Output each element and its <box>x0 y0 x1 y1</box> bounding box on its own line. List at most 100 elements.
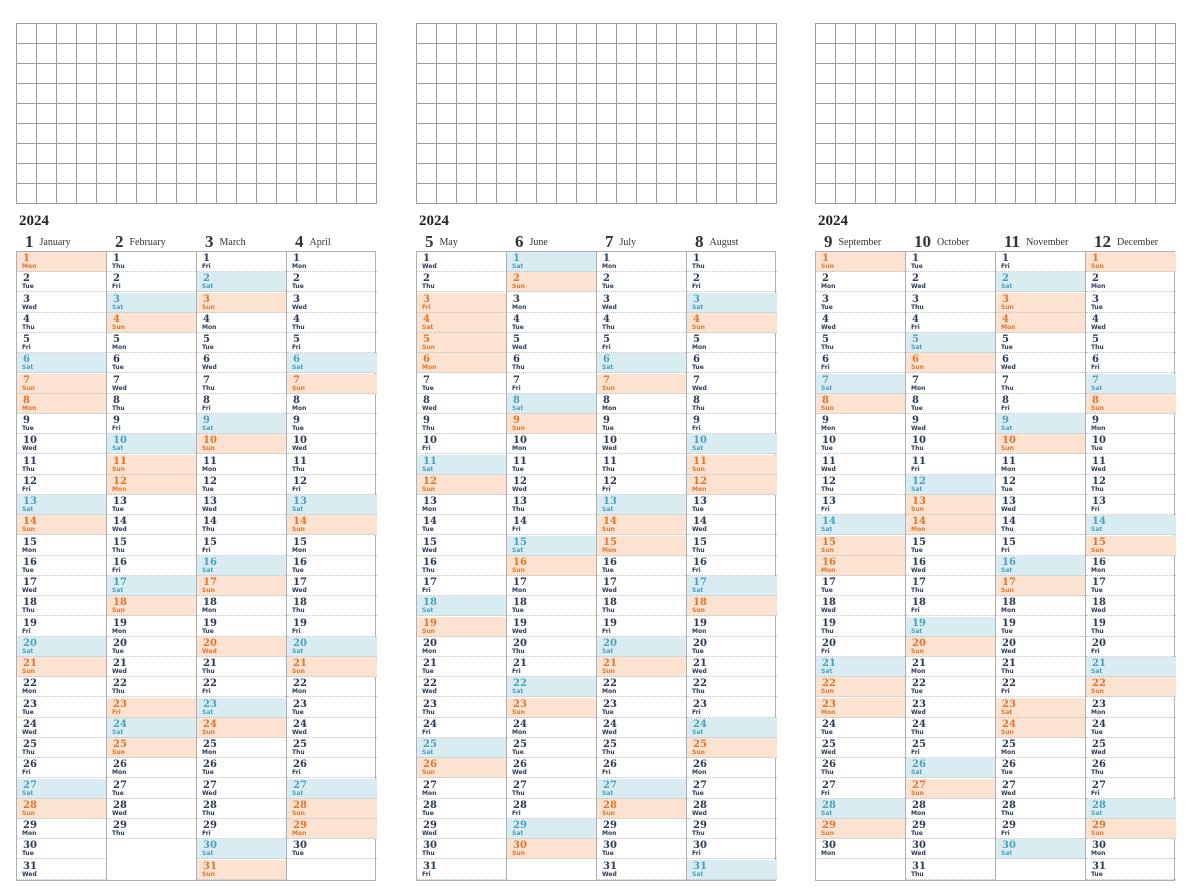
day-weekday: Mon <box>1091 425 1106 432</box>
day-weekday: Mon <box>512 587 527 594</box>
day-number: 24 <box>513 718 527 730</box>
day-weekday: Wed <box>22 728 37 736</box>
month-number: 9 <box>824 232 833 251</box>
day-cell: 21 Sat <box>816 657 905 677</box>
day-weekday: Fri <box>1091 506 1100 513</box>
day-cell: 16 Mon <box>816 555 905 576</box>
day-number: 9 <box>822 415 829 426</box>
day-number: 8 <box>423 394 430 406</box>
day-number: 17 <box>423 577 437 588</box>
day-weekday: Sat <box>512 404 524 412</box>
day-cell: 2 Mon <box>816 272 905 293</box>
day-weekday: Fri <box>1091 789 1100 797</box>
day-cell: 16 Tue <box>17 556 106 576</box>
day-weekday: Thu <box>422 566 435 574</box>
day-number: 4 <box>912 313 919 325</box>
day-cell: 8 Wed <box>417 394 506 414</box>
day-weekday: Sun <box>1091 546 1104 554</box>
day-number: 12 <box>203 475 217 487</box>
day-number: 5 <box>1092 334 1099 345</box>
day-number: 16 <box>293 556 307 568</box>
day-cell: 28 Wed <box>107 799 196 819</box>
day-cell: 29 Mon <box>17 819 106 839</box>
day-number: 29 <box>603 820 617 831</box>
day-number: 19 <box>822 617 836 629</box>
day-weekday: Sun <box>1091 263 1104 270</box>
day-number: 30 <box>912 840 926 852</box>
day-number: 10 <box>203 435 217 447</box>
day-weekday: Wed <box>821 465 836 473</box>
day-weekday: Sat <box>112 445 124 453</box>
day-number: 7 <box>822 374 829 386</box>
month-column: 1 Sat 2 Sun 3 Mon 4 Tue 5 Wed 6 Thu 7 Fri 8 Sat 9 Sun 10 Mo… <box>507 252 597 880</box>
day-number: 7 <box>693 374 700 386</box>
day-cell: 31 Fri <box>417 860 506 880</box>
day-weekday: Mon <box>422 364 437 372</box>
day-cell: 30 Mon <box>816 839 905 860</box>
month-header: 6 June <box>506 232 596 251</box>
day-number: 22 <box>293 678 307 690</box>
day-number: 12 <box>1092 475 1106 487</box>
day-cell: 25 Wed <box>816 738 905 758</box>
day-cell: 7 Thu <box>197 374 286 394</box>
day-cell: 21 Sun <box>597 657 686 677</box>
day-cell: 27 Mon <box>417 779 506 799</box>
day-number: 25 <box>603 739 617 750</box>
day-number: 23 <box>113 698 127 710</box>
day-weekday: Fri <box>1001 404 1010 412</box>
day-cell: 18 Thu <box>287 596 377 617</box>
day-weekday: Fri <box>821 789 830 797</box>
month-name: March <box>219 237 246 248</box>
day-cell: 12 Fri <box>287 475 377 495</box>
day-cell: 27 Tue <box>107 779 196 799</box>
day-weekday: Sun <box>821 688 834 696</box>
day-cell: 21 Sun <box>287 657 377 677</box>
day-number: 16 <box>423 556 437 568</box>
day-cell: 16 Fri <box>687 556 777 576</box>
day-weekday: Wed <box>911 566 926 574</box>
day-weekday: Sat <box>292 364 304 372</box>
day-cell: 17 Thu <box>906 576 995 596</box>
day-number: 6 <box>693 354 700 366</box>
day-cell: 17 Fri <box>417 576 506 596</box>
day-cell: 8 Tue <box>906 394 995 414</box>
day-cell: 27 Wed <box>197 779 286 799</box>
day-weekday: Thu <box>602 607 615 615</box>
day-cell: 27 Wed <box>996 779 1085 799</box>
day-cell: 16 Thu <box>417 556 506 576</box>
day-number: 6 <box>293 354 300 366</box>
day-number: 28 <box>423 799 437 811</box>
day-number: 4 <box>1092 313 1099 325</box>
day-number: 1 <box>603 253 610 264</box>
day-cell: 6 Wed <box>996 353 1085 374</box>
day-weekday: Fri <box>602 485 611 493</box>
day-cell: 18 Wed <box>816 596 905 617</box>
day-number: 9 <box>693 415 700 426</box>
day-cell: 23 Mon <box>1086 698 1176 718</box>
day-number: 6 <box>603 354 610 366</box>
day-number: 8 <box>1092 394 1099 406</box>
day-number: 1 <box>1092 253 1099 264</box>
day-weekday: Mon <box>1001 749 1016 756</box>
day-number: 6 <box>513 354 520 366</box>
day-cell: 20 Sat <box>597 636 686 657</box>
day-cell: 15 Mon <box>597 535 686 556</box>
day-number: 15 <box>513 536 527 548</box>
day-weekday: Wed <box>1091 465 1106 473</box>
day-cell: 30 Tue <box>597 839 686 860</box>
month-header: 7 July <box>596 232 686 251</box>
day-weekday: Mon <box>821 566 836 574</box>
day-number: 20 <box>113 637 127 649</box>
day-weekday: Sat <box>1091 668 1103 675</box>
day-cell: 3 Tue <box>816 293 905 313</box>
day-weekday: Mon <box>292 830 307 837</box>
day-number: 6 <box>423 354 430 366</box>
month-name: October <box>937 237 970 248</box>
day-cell: 1 Fri <box>996 252 1085 272</box>
memo-grid <box>416 23 777 204</box>
day-cell: 29 Sat <box>507 819 596 839</box>
day-number: 29 <box>293 820 307 831</box>
day-number: 10 <box>23 435 37 447</box>
day-cell: 2 Tue <box>287 272 377 293</box>
day-cell: 13 Tue <box>107 495 196 515</box>
